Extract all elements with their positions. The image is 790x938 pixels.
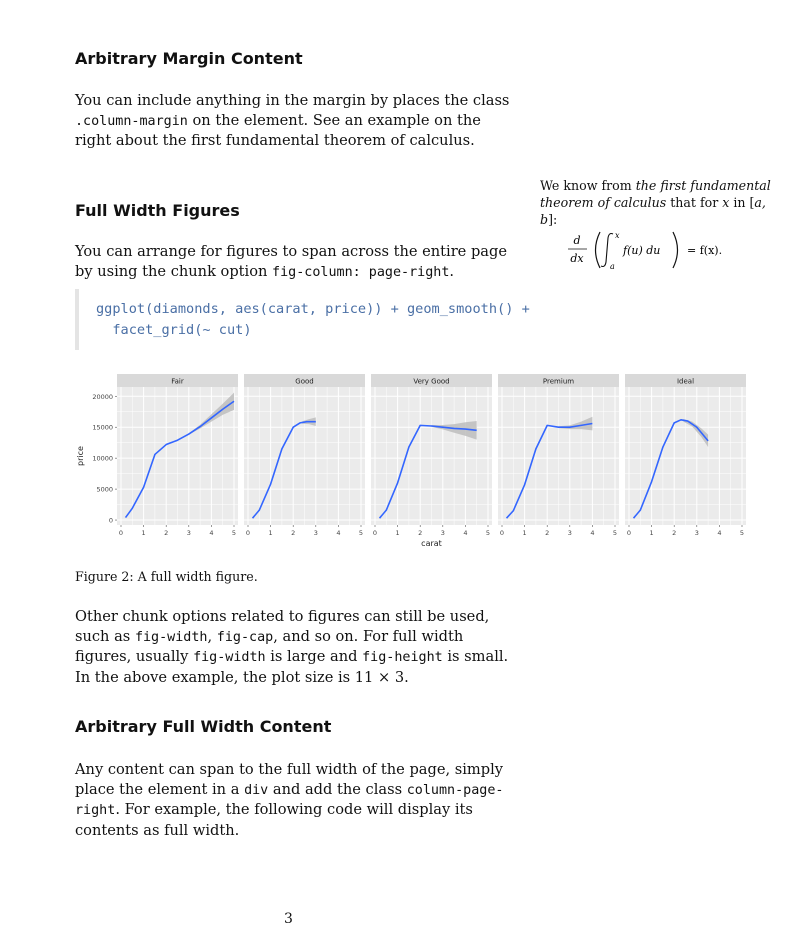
- inline-code: .column-margin: [75, 113, 188, 129]
- x-tick-label: 0: [373, 529, 377, 537]
- y-tick-label: 15000: [92, 424, 113, 432]
- x-tick-label: 0: [246, 529, 250, 537]
- paragraph-margin-intro: You can include anything in the margin b…: [75, 92, 510, 150]
- x-tick-label: 4: [463, 529, 467, 537]
- x-tick-label: 1: [650, 529, 654, 537]
- section-heading: Full Width Figures: [75, 201, 240, 220]
- x-tick-label: 3: [695, 529, 699, 537]
- svg-text:d: d: [573, 234, 580, 247]
- facet-strip: [244, 374, 365, 387]
- x-tick-label: 4: [590, 529, 594, 537]
- y-tick-label: 10000: [92, 455, 113, 463]
- confidence-band: [683, 418, 709, 448]
- facet-strip-label: Good: [295, 378, 313, 386]
- figure-caption: Figure 2: A full width figure.: [75, 569, 258, 584]
- x-tick-label: 1: [396, 529, 400, 537]
- smooth-line-premium: [505, 422, 593, 519]
- page-number: 3: [284, 911, 293, 927]
- paragraph-full-width-intro: You can arrange for figures to span acro…: [75, 243, 507, 280]
- x-tick-label: 2: [418, 529, 422, 537]
- x-tick-label: 2: [545, 529, 549, 537]
- x-tick-label: 2: [164, 529, 168, 537]
- y-tick-label: 0: [109, 517, 113, 525]
- x-tick-label: 5: [486, 529, 490, 537]
- code-line: ggplot(diamonds, aes(carat, price)) + ge…: [96, 301, 530, 317]
- x-tick-label: 1: [269, 529, 273, 537]
- code-block: ggplot(diamonds, aes(carat, price)) + ge…: [75, 289, 530, 350]
- x-tick-label: 5: [232, 529, 236, 537]
- code-line: facet_grid(~ cut): [96, 322, 252, 338]
- svg-text:a: a: [610, 262, 615, 271]
- x-tick-label: 2: [672, 529, 676, 537]
- paragraph-figure-options: Other chunk options related to figures c…: [75, 608, 509, 686]
- x-tick-label: 4: [209, 529, 213, 537]
- calculus-formula: d dx x a f(u) du = f(x).: [568, 231, 722, 271]
- facet-strip: [498, 374, 619, 387]
- x-axis-label: carat: [421, 539, 442, 548]
- x-tick-label: 1: [142, 529, 146, 537]
- section-heading: Arbitrary Full Width Content: [75, 717, 332, 736]
- svg-text:f(u) du: f(u) du: [622, 244, 660, 257]
- smooth-line-very-good: [378, 424, 477, 519]
- svg-text:= f(x).: = f(x).: [687, 244, 722, 257]
- svg-text:x: x: [615, 231, 620, 240]
- x-tick-label: 5: [613, 529, 617, 537]
- x-tick-label: 3: [441, 529, 445, 537]
- x-tick-label: 5: [359, 529, 363, 537]
- x-tick-label: 5: [740, 529, 744, 537]
- y-axis-label: price: [76, 446, 85, 466]
- section-heading: Arbitrary Margin Content: [75, 49, 303, 68]
- smooth-line-fair: [124, 400, 235, 519]
- facet-strip: [117, 374, 238, 387]
- margin-note: We know from the first fundamental theor…: [540, 178, 771, 227]
- facet-strip-label: Very Good: [413, 378, 449, 386]
- inline-code: fig-column: page-right: [272, 264, 450, 280]
- facet-strip-label: Ideal: [677, 378, 694, 386]
- x-tick-label: 4: [336, 529, 340, 537]
- x-tick-label: 0: [627, 529, 631, 537]
- x-tick-label: 3: [314, 529, 318, 537]
- x-tick-label: 3: [568, 529, 572, 537]
- smooth-line-good: [251, 420, 316, 519]
- x-tick-label: 2: [291, 529, 295, 537]
- y-tick-label: 5000: [96, 486, 113, 494]
- x-tick-label: 3: [187, 529, 191, 537]
- paragraph-full-width-content: Any content can span to the full width o…: [75, 761, 504, 839]
- facet-strip-label: Fair: [171, 378, 184, 386]
- svg-text:dx: dx: [570, 252, 584, 265]
- smooth-line-ideal: [632, 418, 709, 519]
- facet-strip: [371, 374, 492, 387]
- facet-strip: [625, 374, 746, 387]
- x-tick-label: 1: [523, 529, 527, 537]
- facet-strip-label: Premium: [543, 378, 574, 386]
- x-tick-label: 0: [119, 529, 123, 537]
- confidence-band: [431, 421, 477, 440]
- x-tick-label: 4: [717, 529, 721, 537]
- y-tick-label: 20000: [92, 393, 113, 401]
- x-tick-label: 0: [500, 529, 504, 537]
